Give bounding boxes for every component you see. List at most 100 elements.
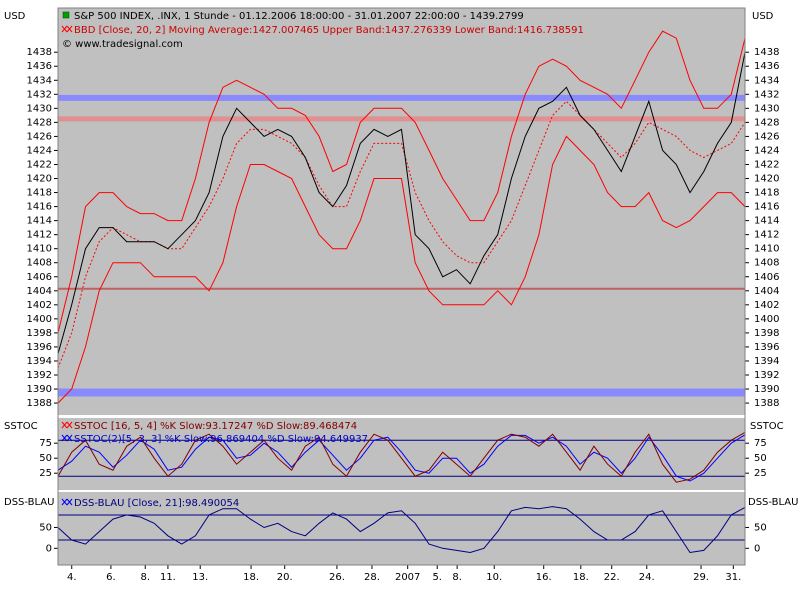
legend-entry: SSTOC [16, 5, 4] %K Slow:93.17247 %D Slo… [74, 421, 357, 432]
y-tick-label: 1400 [754, 314, 779, 325]
y-tick-label: 1434 [27, 75, 52, 86]
series-line [57, 135, 746, 404]
series-line [57, 431, 746, 483]
y-tick-label: 25 [754, 468, 767, 479]
legend-entry: SSTOC(2)[5, 3, 3] %K Slow:96.869404 %D S… [74, 434, 368, 445]
y-tick-label: 1416 [27, 202, 52, 213]
y-tick-label: 1418 [27, 188, 52, 199]
y-tick-label: 1394 [27, 356, 52, 367]
y-tick-label: 1408 [754, 258, 779, 269]
dss-plot [58, 492, 745, 565]
annotation: © www.tradesignal.com [62, 39, 183, 50]
y-tick-label: 50 [39, 453, 52, 464]
y-tick-label: 1396 [27, 342, 52, 353]
main-plot [58, 8, 745, 415]
y-tick-label: 1436 [27, 61, 52, 72]
y-tick-label: 1420 [27, 174, 52, 185]
x-tick-label: 11. [160, 572, 176, 583]
y-tick-label: 75 [754, 438, 767, 449]
y-axis-label: DSS-BLAU [748, 497, 798, 508]
y-tick-label: 1404 [754, 286, 779, 297]
y-tick-label: 25 [39, 468, 52, 479]
x-tick-label: 22. [604, 572, 620, 583]
y-tick-label: 50 [754, 522, 767, 533]
x-tick-label: 13. [192, 572, 208, 583]
y-tick-label: 1408 [27, 258, 52, 269]
x-tick-label: 10. [486, 572, 502, 583]
x-tick-label: 5. [432, 572, 442, 583]
x-tick-label: 18. [243, 572, 259, 583]
x-tick-label: 6. [106, 572, 116, 583]
y-tick-label: 1424 [27, 145, 52, 156]
y-tick-label: 1438 [754, 47, 779, 58]
y-tick-label: 0 [46, 543, 52, 554]
y-tick-label: 1396 [754, 342, 779, 353]
y-axis-label: SSTOC [750, 421, 784, 432]
x-tick-label: 18. [573, 572, 589, 583]
legend-entry: DSS-BLAU [Close, 21]:98.490054 [74, 498, 239, 509]
y-tick-label: 1438 [27, 47, 52, 58]
x-tick-label: 4. [67, 572, 77, 583]
y-axis-label: SSTOC [4, 421, 38, 432]
series-line [57, 100, 746, 369]
x-tick-label: 16. [536, 572, 552, 583]
x-tick-label: 8. [140, 572, 150, 583]
x-tick-label: 24. [639, 572, 655, 583]
y-tick-label: 1414 [27, 216, 52, 227]
y-tick-label: 1412 [754, 230, 779, 241]
y-tick-label: 1426 [27, 131, 52, 142]
y-tick-label: 1390 [27, 384, 52, 395]
y-axis-label: USD [4, 11, 26, 22]
y-tick-label: 1394 [754, 356, 779, 367]
y-tick-label: 1392 [27, 370, 52, 381]
y-tick-label: 1418 [754, 188, 779, 199]
x-tick-label: 2007 [395, 572, 420, 583]
y-tick-label: 1406 [27, 272, 52, 283]
y-tick-label: 50 [754, 453, 767, 464]
y-tick-label: 1420 [754, 174, 779, 185]
y-tick-label: 1402 [27, 300, 52, 311]
y-tick-label: 1398 [754, 328, 779, 339]
y-tick-label: 0 [754, 543, 760, 554]
y-tick-label: 1406 [754, 272, 779, 283]
y-tick-label: 1434 [754, 75, 779, 86]
y-tick-label: 1412 [27, 230, 52, 241]
y-axis-label: DSS-BLAU [4, 497, 54, 508]
legend-entry: BBD [Close, 20, 2] Moving Average:1427.0… [74, 25, 584, 36]
series-line [57, 506, 746, 554]
series-line [57, 52, 746, 355]
y-tick-label: 1390 [754, 384, 779, 395]
x-tick-label: 20. [277, 572, 293, 583]
x-tick-label: 31. [725, 572, 741, 583]
y-tick-label: 1428 [754, 117, 779, 128]
y-axis-label: USD [752, 11, 774, 22]
y-tick-label: 75 [39, 438, 52, 449]
y-tick-label: 1422 [27, 159, 52, 170]
y-tick-label: 1410 [754, 244, 779, 255]
x-tick-label: 28. [364, 572, 380, 583]
y-tick-label: 1398 [27, 328, 52, 339]
y-tick-label: 1436 [754, 61, 779, 72]
y-tick-label: 1388 [27, 398, 52, 409]
chart-title: S&P 500 INDEX, .INX, 1 Stunde - 01.12.20… [74, 11, 524, 22]
y-tick-label: 1400 [27, 314, 52, 325]
legend-icon [62, 11, 70, 19]
y-tick-label: 1432 [754, 89, 779, 100]
y-tick-label: 1430 [754, 103, 779, 114]
series-line [57, 30, 746, 334]
x-tick-label: 29. [693, 572, 709, 583]
y-tick-label: 1392 [754, 370, 779, 381]
x-tick-label: 26. [329, 572, 345, 583]
y-tick-label: 50 [39, 522, 52, 533]
x-tick-label: 8. [452, 572, 462, 583]
frame [57, 7, 746, 566]
y-tick-label: 1422 [754, 159, 779, 170]
y-tick-label: 1410 [27, 244, 52, 255]
legend-icon [61, 25, 73, 429]
y-tick-label: 1424 [754, 145, 779, 156]
y-tick-label: 1426 [754, 131, 779, 142]
y-tick-label: 1388 [754, 398, 779, 409]
y-tick-label: 1432 [27, 89, 52, 100]
y-tick-label: 1402 [754, 300, 779, 311]
